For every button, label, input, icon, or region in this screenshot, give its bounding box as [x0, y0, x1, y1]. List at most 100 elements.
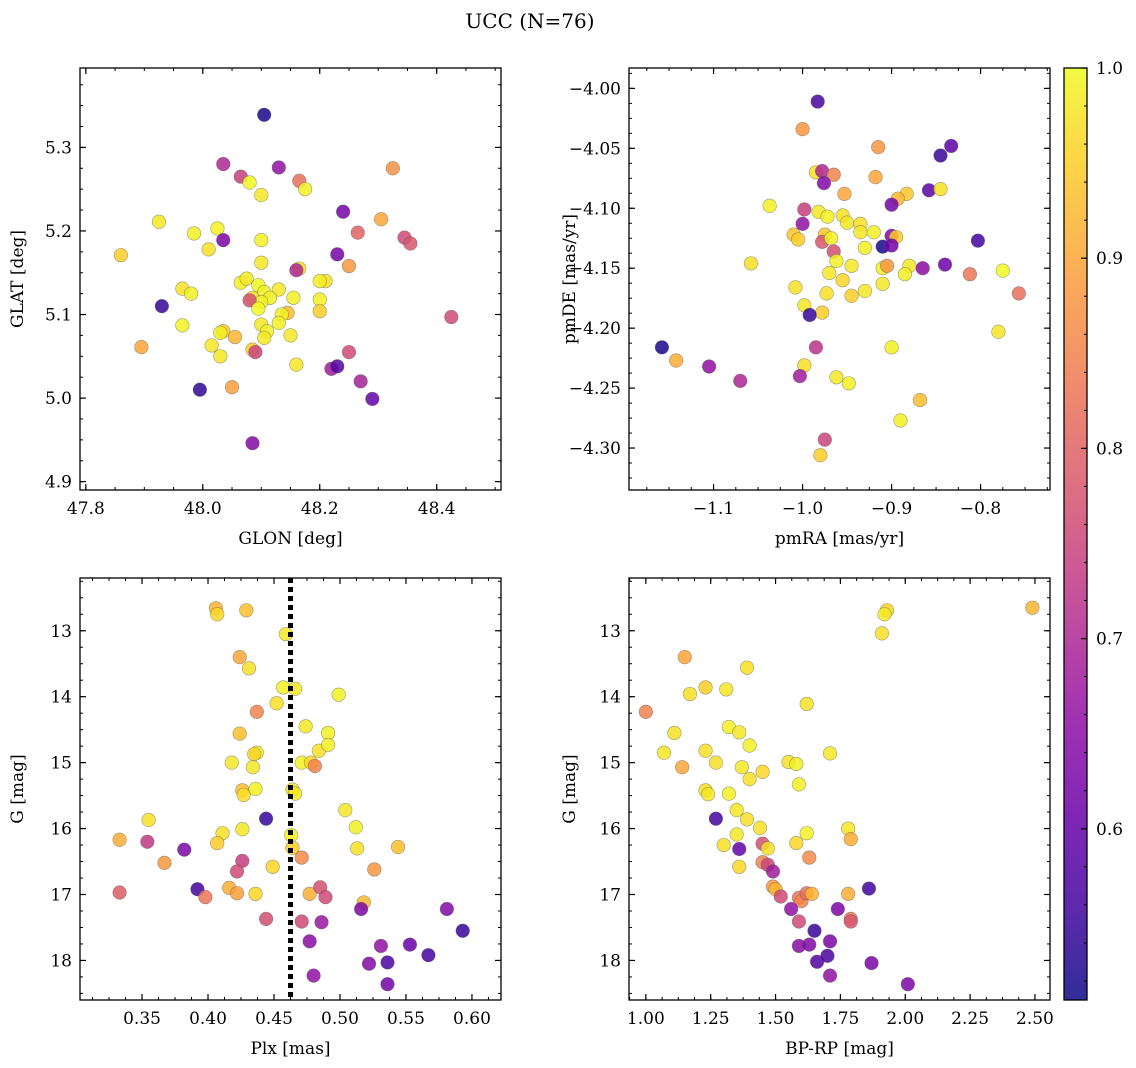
scatter-point — [229, 886, 245, 901]
panel-plx-g: 0.35 0.40 0.45 0.50 0.55 0.60 13 14 15 16 17 18 Plx … — [8, 577, 502, 1059]
scatter-point — [667, 725, 682, 741]
scatter-point — [792, 369, 807, 384]
x-tick-label: −1.0 — [782, 499, 823, 519]
y-axis-label: GLAT [deg] — [8, 230, 28, 328]
scatter-point — [210, 607, 225, 622]
y-tick-label: −4.20 — [569, 319, 621, 339]
scatter-point — [254, 187, 269, 203]
scatter-point — [241, 661, 257, 676]
y-tick-label: 4.9 — [45, 473, 72, 493]
x-tick-label: 2.25 — [951, 1009, 989, 1029]
scatter-point — [937, 257, 953, 272]
scatter-point — [157, 855, 172, 870]
scatter-point — [257, 107, 272, 122]
scatter-point — [213, 349, 228, 364]
scatter-point — [198, 890, 213, 905]
scatter-point — [245, 436, 260, 451]
scatter-point — [302, 934, 317, 949]
scatter-point — [822, 746, 838, 761]
scatter-point — [331, 687, 346, 702]
y-tick-label: 16 — [50, 820, 72, 840]
scatter-point — [716, 837, 731, 853]
colorbar-tick-label: 1.0 — [1096, 59, 1123, 79]
scatter-point — [112, 832, 127, 847]
x-tick-label: 0.50 — [321, 1009, 359, 1029]
scatter-point — [708, 755, 723, 770]
x-tick-label: 48.0 — [184, 499, 222, 519]
x-tick-label: 0.40 — [189, 1009, 227, 1029]
scatter-point — [247, 746, 262, 762]
scatter-point — [719, 682, 734, 697]
figure-title: UCC (N=76) — [465, 9, 594, 33]
scatter-point — [760, 841, 775, 856]
scatter-point — [884, 197, 899, 212]
scatter-point — [817, 432, 832, 447]
scatter-point — [258, 911, 274, 926]
scatter-point — [245, 760, 260, 775]
x-axis-label: GLON [deg] — [238, 529, 342, 549]
scatter-point — [795, 122, 810, 137]
scatter-point — [656, 745, 672, 760]
scatter-point — [933, 181, 948, 197]
scatter-point — [804, 886, 819, 901]
scatter-point — [962, 267, 977, 282]
scatter-point — [248, 345, 263, 360]
scatter-point — [815, 305, 830, 320]
scatter-point — [251, 301, 266, 316]
scatter-point — [897, 267, 913, 282]
scatter-point — [675, 760, 690, 775]
y-tick-label: 15 — [599, 754, 621, 774]
scatter-point — [192, 382, 207, 397]
scatter-point — [341, 345, 357, 360]
x-axis-label: Plx [mas] — [250, 1039, 330, 1059]
scatter-point — [866, 225, 881, 240]
x-tick-label: 0.35 — [123, 1009, 161, 1029]
colorbar: 0.6 0.7 0.8 0.9 1.0 — [1063, 59, 1123, 1001]
x-tick-label: 0.45 — [255, 1009, 293, 1029]
scatter-point — [900, 977, 915, 992]
scatter-point — [788, 280, 803, 295]
scatter-point — [820, 948, 835, 963]
scatter-point — [739, 660, 755, 675]
scatter-point — [743, 256, 759, 271]
scatter-point — [839, 215, 855, 230]
y-tick-label: 14 — [599, 688, 621, 708]
scatter-point — [232, 650, 247, 665]
scatter-point — [669, 353, 684, 368]
scatter-point — [784, 901, 799, 917]
x-tick-label: 2.50 — [1016, 1009, 1054, 1029]
scatter-point — [915, 261, 930, 276]
scatter-point — [698, 743, 713, 758]
scatter-point — [186, 226, 202, 241]
scatter-point — [698, 680, 713, 695]
panel-pmra-pmde: −1.1 −1.0 −0.9 −0.8 −4.30 −4.25 −4.20 −4.15 −4.1… — [560, 67, 1051, 549]
y-tick-label: 17 — [50, 886, 72, 906]
y-tick-label: −4.05 — [569, 139, 621, 159]
scatter-point — [361, 956, 377, 971]
scatter-point — [350, 225, 365, 240]
scatter-point — [843, 914, 858, 929]
y-tick-label: 13 — [50, 622, 72, 642]
scatter-point — [875, 276, 890, 291]
x-tick-label: 1.25 — [692, 1009, 730, 1029]
x-tick-label: 48.2 — [301, 499, 339, 519]
scatter-point — [367, 862, 382, 877]
scatter-point — [791, 914, 807, 929]
scatter-point — [813, 448, 828, 463]
scatter-point — [216, 156, 231, 172]
y-axis-label: G [mag] — [8, 754, 28, 823]
scatter-point — [822, 934, 838, 949]
y-tick-label: −4.15 — [569, 259, 621, 279]
scatter-point — [224, 755, 239, 770]
scatter-point — [799, 826, 814, 841]
scatter-point — [773, 889, 788, 904]
scatter-point — [729, 827, 744, 842]
scatter-point — [269, 696, 284, 711]
scatter-point — [802, 850, 817, 865]
scatter-point — [330, 359, 345, 374]
scatter-point — [232, 726, 247, 741]
scatter-point — [829, 370, 844, 385]
scatter-point — [306, 968, 321, 983]
scatter-point — [752, 820, 768, 836]
scatter-point — [318, 890, 333, 905]
